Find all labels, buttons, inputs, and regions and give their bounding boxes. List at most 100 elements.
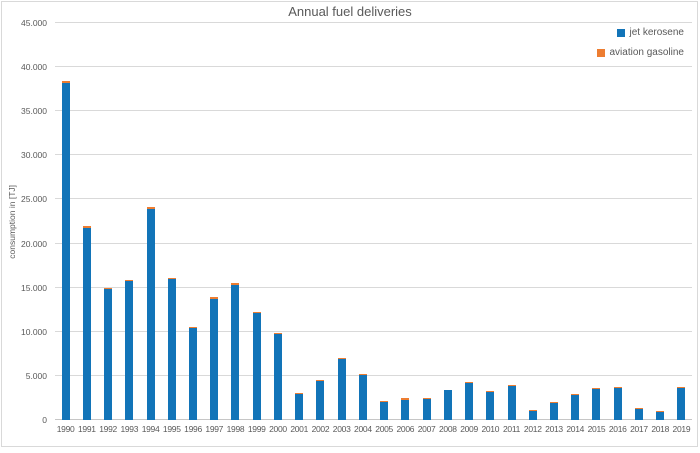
jet-kerosene-segment xyxy=(210,298,219,420)
x-tick-label: 1990 xyxy=(56,424,75,434)
bar-column-1999 xyxy=(246,23,267,420)
bar-1998 xyxy=(231,23,240,420)
x-tick-label: 1994 xyxy=(141,424,160,434)
bar-column-1993 xyxy=(119,23,140,420)
aviation-gasoline-segment xyxy=(146,207,155,209)
aviation-gasoline-segment xyxy=(295,392,304,394)
aviation-gasoline-segment xyxy=(61,81,70,83)
jet-kerosene-segment xyxy=(231,284,240,420)
bar-2011 xyxy=(507,23,516,420)
bar-column-1996 xyxy=(182,23,203,420)
jet-kerosene-segment xyxy=(316,381,325,420)
x-tick-label: 2001 xyxy=(290,424,309,434)
bar-column-2011 xyxy=(501,23,522,420)
bar-column-2007 xyxy=(416,23,437,420)
x-tick-label: 2002 xyxy=(311,424,330,434)
bar-column-2000 xyxy=(267,23,288,420)
aviation-gasoline-segment xyxy=(252,311,261,313)
x-tick-label: 2019 xyxy=(672,424,691,434)
bar-1995 xyxy=(167,23,176,420)
bar-2004 xyxy=(358,23,367,420)
aviation-gasoline-segment xyxy=(613,386,622,388)
x-tick-label: 2011 xyxy=(502,424,521,434)
x-tick-label: 2018 xyxy=(651,424,670,434)
jet-kerosene-segment xyxy=(422,398,431,420)
bar-column-2008 xyxy=(437,23,458,420)
y-tick-label: 30.000 xyxy=(21,150,47,161)
aviation-gasoline-segment xyxy=(677,387,686,389)
y-tick-label: 15.000 xyxy=(21,282,47,293)
bar-column-1991 xyxy=(76,23,97,420)
gridline xyxy=(55,286,692,288)
aviation-gasoline-segment xyxy=(167,277,176,280)
bar-column-2010 xyxy=(480,23,501,420)
jet-kerosene-segment xyxy=(358,374,367,420)
bar-2007 xyxy=(422,23,431,420)
y-tick-label: 5.000 xyxy=(25,370,47,381)
jet-kerosene-segment xyxy=(550,403,558,420)
aviation-gasoline-segment xyxy=(465,381,474,383)
bar-column-2004 xyxy=(352,23,373,420)
gridline xyxy=(55,242,692,244)
y-tick-label: 10.000 xyxy=(21,326,47,337)
bar-2016 xyxy=(613,23,622,420)
gridline xyxy=(55,198,692,200)
x-tick-label: 2005 xyxy=(375,424,393,434)
jet-kerosene-segment xyxy=(465,382,474,420)
jet-kerosene-segment xyxy=(295,393,304,420)
bar-column-1992 xyxy=(97,23,118,420)
bar-column-1994 xyxy=(140,23,161,420)
jet-kerosene-segment xyxy=(252,312,261,420)
jet-kerosene-segment xyxy=(528,410,537,420)
jet-kerosene-segment xyxy=(125,281,134,420)
bar-column-2001 xyxy=(289,23,310,420)
jet-kerosene-segment xyxy=(613,387,622,420)
x-axis-labels: 1990 1991 1992 1993 1994 1995 1996 1997 1998 1999… xyxy=(55,424,692,436)
bar-column-2013 xyxy=(543,23,564,420)
gridlines xyxy=(55,22,692,420)
bar-2015 xyxy=(592,23,601,420)
gridline xyxy=(55,419,692,420)
jet-kerosene-segment xyxy=(592,389,601,420)
jet-kerosene-segment xyxy=(507,386,516,420)
x-tick-label: 2008 xyxy=(438,424,457,434)
bar-1997 xyxy=(210,23,219,420)
bar-column-2005 xyxy=(374,23,395,420)
y-tick-label: 35.000 xyxy=(21,106,47,117)
jet-kerosene-segment xyxy=(656,412,665,420)
bar-2018 xyxy=(656,23,665,420)
x-tick-label: 1995 xyxy=(162,424,181,434)
legend: jet kerosene aviation gasoline xyxy=(596,27,685,58)
aviation-gasoline-segment xyxy=(358,373,367,375)
bar-column-1998 xyxy=(225,23,246,420)
bar-2008 xyxy=(443,23,452,420)
bar-1990 xyxy=(61,23,70,420)
aviation-gasoline-segment xyxy=(337,358,346,360)
legend-label-aviation-gasoline: aviation gasoline xyxy=(609,47,685,58)
bar-column-2003 xyxy=(331,23,352,420)
jet-kerosene-segment xyxy=(677,388,686,420)
bar-column-2012 xyxy=(522,23,543,420)
bar-1993 xyxy=(125,23,134,420)
bar-1996 xyxy=(189,23,198,420)
jet-kerosene-segment xyxy=(401,399,410,420)
x-tick-label: 1993 xyxy=(120,424,139,434)
bar-column-2009 xyxy=(458,23,479,420)
x-tick-label: 1997 xyxy=(205,424,224,434)
bars xyxy=(55,23,692,420)
gridline xyxy=(55,110,692,112)
bar-column-1990 xyxy=(55,23,76,420)
bar-1992 xyxy=(104,23,113,420)
gridline xyxy=(55,66,692,68)
aviation-gasoline-segment xyxy=(104,287,113,289)
y-axis-ticks: 0 5.000 10.000 15.000 20.000 25.000 30.000 35.0… xyxy=(0,18,47,425)
legend-label-jet-kerosene: jet kerosene xyxy=(629,27,684,38)
gridline xyxy=(55,330,692,332)
gridline xyxy=(55,22,692,23)
jet-kerosene-segment xyxy=(82,227,91,420)
aviation-gasoline-segment xyxy=(443,389,452,391)
aviation-gasoline-segment xyxy=(316,380,325,382)
x-tick-label: 1992 xyxy=(99,424,117,434)
aviation-gasoline-segment xyxy=(528,409,537,411)
bar-2019 xyxy=(677,23,686,420)
